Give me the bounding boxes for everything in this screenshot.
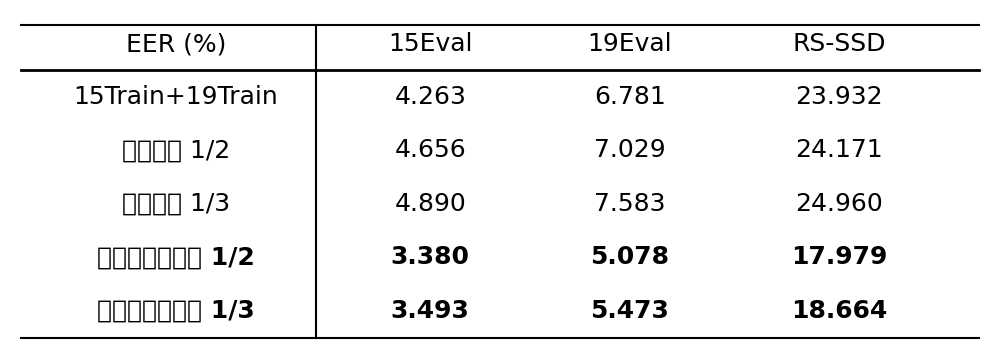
- Text: 24.960: 24.960: [795, 192, 883, 216]
- Text: 18.664: 18.664: [791, 299, 887, 323]
- Text: 4.263: 4.263: [394, 85, 466, 109]
- Text: 19Eval: 19Eval: [587, 32, 672, 56]
- Text: 15Train+19Train: 15Train+19Train: [74, 85, 278, 109]
- Text: 随机选出 1/2: 随机选出 1/2: [122, 138, 230, 162]
- Text: 23.932: 23.932: [795, 85, 883, 109]
- Text: 3.380: 3.380: [391, 245, 470, 270]
- Text: 4.890: 4.890: [394, 192, 466, 216]
- Text: 24.171: 24.171: [795, 138, 883, 162]
- Text: 本发明算法选出 1/3: 本发明算法选出 1/3: [97, 299, 255, 323]
- Text: 本发明算法选出 1/2: 本发明算法选出 1/2: [97, 245, 255, 270]
- Text: EER (%): EER (%): [126, 32, 226, 56]
- Text: 随机选出 1/3: 随机选出 1/3: [122, 192, 230, 216]
- Text: 7.583: 7.583: [594, 192, 665, 216]
- Text: 3.493: 3.493: [391, 299, 470, 323]
- Text: 7.029: 7.029: [594, 138, 665, 162]
- Text: 5.078: 5.078: [590, 245, 669, 270]
- Text: 5.473: 5.473: [590, 299, 669, 323]
- Text: 4.656: 4.656: [394, 138, 466, 162]
- Text: 15Eval: 15Eval: [388, 32, 472, 56]
- Text: RS-SSD: RS-SSD: [792, 32, 886, 56]
- Text: 6.781: 6.781: [594, 85, 666, 109]
- Text: 17.979: 17.979: [791, 245, 887, 270]
